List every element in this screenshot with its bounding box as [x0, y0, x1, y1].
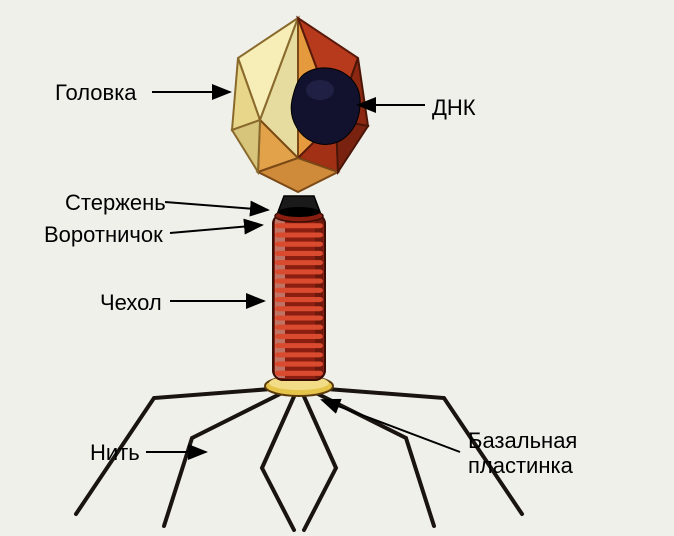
label-collar: Воротничок	[44, 222, 163, 247]
label-dna: ДНК	[432, 95, 476, 120]
sheath	[273, 210, 325, 380]
label-fiber: Нить	[90, 440, 140, 465]
collar	[278, 196, 320, 217]
dna-blob	[291, 68, 360, 145]
label-baseplate: Базальная пластинка	[468, 428, 577, 479]
tail-fibers	[76, 388, 522, 530]
label-rod: Стержень	[65, 190, 166, 215]
label-head: Головка	[55, 80, 137, 105]
label-sheath: Чехол	[100, 290, 162, 315]
diagram-stage: Головка ДНК Стержень Воротничок Чехол Ни…	[0, 0, 674, 536]
